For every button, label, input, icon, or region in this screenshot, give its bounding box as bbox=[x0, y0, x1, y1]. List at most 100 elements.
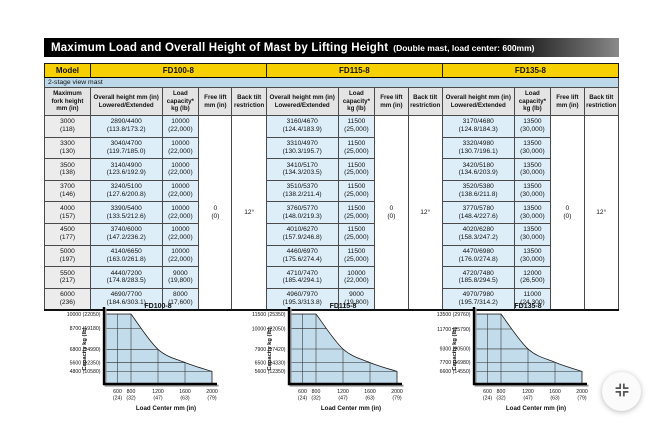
model-name-fd135-8: FD135-8 bbox=[441, 63, 620, 78]
load-capacity-cell: 10000 (22,000) bbox=[161, 158, 200, 181]
overall-height-cell: 3140/4900 (123.6/192.9) bbox=[89, 158, 163, 181]
table-row: 3000 (118) 2890/4400 (113.8/173.2) 10000 (… bbox=[44, 115, 620, 311]
load-capacity-cell: 13500 (30,000) bbox=[513, 158, 552, 181]
model-name-fd100-8: FD100-8 bbox=[89, 63, 267, 78]
col-header-free-lift: Free lift mm (in) bbox=[198, 87, 233, 116]
mast-spec-table-wrap: Model FD100-8 FD115-8 FD135-8 2-stage view m… bbox=[44, 63, 620, 312]
svg-text:2000: 2000 bbox=[206, 389, 218, 395]
table-row: 4000 (157) 3390/5400 (133.5/212.6) 10000 (… bbox=[44, 201, 619, 224]
load-capacity-cell: 13500 (30,000) bbox=[513, 115, 552, 138]
overall-height-cell: 4690/7700 (184.6/303.1) bbox=[89, 287, 163, 311]
free-lift-cell: 0 (0) bbox=[198, 115, 233, 311]
fit-screen-icon bbox=[611, 379, 633, 404]
svg-text:6600 (14550): 6600 (14550) bbox=[440, 369, 471, 375]
svg-text:Load Center mm (in): Load Center mm (in) bbox=[321, 405, 381, 412]
col-header-fork-height: Maximum fork height mm (in) bbox=[44, 87, 91, 116]
capacity-chart-fd135-8: 13500 (29760) 11700 (25790) 9300 (20500) 77… bbox=[437, 303, 589, 412]
svg-text:Load Center mm (in): Load Center mm (in) bbox=[136, 405, 196, 412]
model-name-fd115-8: FD115-8 bbox=[265, 63, 443, 78]
table-row: 3500 (138) 3140/4900 (123.6/192.9) 10000 (… bbox=[44, 158, 619, 181]
col-header-load-capacity: Load capacity* kg (lb) bbox=[513, 87, 552, 116]
load-capacity-cell: 8000 (17,600) bbox=[161, 287, 200, 311]
svg-text:(79): (79) bbox=[577, 396, 586, 402]
svg-text:1600: 1600 bbox=[179, 389, 191, 395]
load-capacity-cell: 10000 (22,000) bbox=[161, 179, 200, 203]
model-header-cell: Model bbox=[44, 63, 91, 78]
svg-text:(63): (63) bbox=[180, 396, 189, 402]
svg-text:(32): (32) bbox=[311, 396, 320, 402]
table-row: 4500 (177) 3740/6000 (147.2/236.2) 10000 (… bbox=[44, 222, 619, 246]
svg-text:1200: 1200 bbox=[522, 389, 534, 395]
col-header-free-lift: Free lift mm (in) bbox=[550, 87, 585, 116]
overall-height-cell: 3160/4670 (124.4/183.9) bbox=[265, 115, 339, 138]
capacity-chart-fd100-8: 10000 (22050) 8700 (19180) 6800 (14990) 560… bbox=[67, 303, 219, 412]
load-capacity-cell: 11500 (25,000) bbox=[337, 222, 376, 246]
col-header-overall-height: Overall height mm (in) Lowered/Extended bbox=[441, 87, 515, 116]
overall-height-cell: 3770/5780 (148.4/227.6) bbox=[441, 201, 515, 224]
fit-screen-button[interactable] bbox=[602, 372, 641, 411]
load-capacity-cell: 11500 (25,000) bbox=[337, 244, 376, 268]
table-row: 5000 (197) 4140/6650 (163.0/261.8) 10000 (… bbox=[44, 244, 619, 268]
back-tilt-cell: 12° bbox=[583, 115, 620, 311]
fork-height-cell: 3000 (118) bbox=[44, 115, 91, 138]
fork-height-cell: 3300 (130) bbox=[44, 136, 91, 160]
overall-height-cell: 3310/4970 (130.3/195.7) bbox=[265, 136, 339, 160]
svg-text:(63): (63) bbox=[365, 396, 374, 402]
svg-text:1200: 1200 bbox=[337, 389, 349, 395]
load-capacity-cell: 9000 (19,800) bbox=[337, 287, 376, 311]
overall-height-cell: 3420/5180 (134.6/203.9) bbox=[441, 158, 515, 181]
svg-text:(32): (32) bbox=[496, 396, 505, 402]
overall-height-cell: 3520/5380 (138.6/211.8) bbox=[441, 179, 515, 203]
svg-text:11700 (25790): 11700 (25790) bbox=[437, 327, 471, 333]
load-capacity-cell: 13500 (30,000) bbox=[513, 179, 552, 203]
load-capacity-cell: 11500 (25,000) bbox=[337, 201, 376, 224]
fork-height-cell: 5000 (197) bbox=[44, 244, 91, 268]
svg-text:1600: 1600 bbox=[549, 389, 561, 395]
overall-height-cell: 4970/7980 (195.7/314.2) bbox=[441, 287, 515, 311]
overall-height-cell: 2890/4400 (113.8/173.2) bbox=[89, 115, 163, 138]
load-capacity-cell: 13500 (30,000) bbox=[513, 244, 552, 268]
svg-text:(63): (63) bbox=[550, 396, 559, 402]
col-header-load-capacity: Load capacity* kg (lb) bbox=[337, 87, 376, 116]
overall-height-cell: 4440/7200 (174.8/283.5) bbox=[89, 266, 163, 289]
load-capacity-cell: 13500 (30,000) bbox=[513, 222, 552, 246]
overall-height-cell: 4460/6970 (175.6/274.4) bbox=[265, 244, 339, 268]
load-capacity-cell: 10000 (22,000) bbox=[161, 244, 200, 268]
page-title: Maximum Load and Overall Height of Mast … bbox=[51, 41, 389, 54]
svg-text:1200: 1200 bbox=[152, 389, 164, 395]
svg-text:13500 (29760): 13500 (29760) bbox=[437, 312, 471, 318]
overall-height-cell: 4960/7970 (195.3/313.8) bbox=[265, 287, 339, 311]
svg-text:800: 800 bbox=[312, 389, 321, 395]
col-header-back-tilt: Back tilt restriction bbox=[583, 87, 620, 116]
svg-text:(47): (47) bbox=[523, 396, 532, 402]
svg-text:6800 (14990): 6800 (14990) bbox=[70, 347, 101, 353]
svg-text:5600 (12350): 5600 (12350) bbox=[70, 360, 101, 366]
free-lift-cell: 0 (0) bbox=[550, 115, 585, 311]
overall-height-cell: 3390/5400 (133.5/212.6) bbox=[89, 201, 163, 224]
capacity-charts: 10000 (22050) 8700 (19180) 6800 (14990) 560… bbox=[52, 299, 607, 421]
overall-height-cell: 4470/6980 (176.0/274.8) bbox=[441, 244, 515, 268]
svg-text:8700 (19180): 8700 (19180) bbox=[70, 326, 101, 332]
load-capacity-cell: 11500 (25,000) bbox=[337, 115, 376, 138]
svg-text:7900 (17420): 7900 (17420) bbox=[255, 347, 286, 353]
table-row: 3700 (146) 3240/5100 (127.6/200.8) 10000 (… bbox=[44, 179, 619, 203]
svg-text:4800 (10580): 4800 (10580) bbox=[70, 369, 101, 375]
col-header-load-capacity: Load capacity* kg (lb) bbox=[161, 87, 200, 116]
table-row: 5500 (217) 4440/7200 (174.8/283.5) 9000 (1… bbox=[44, 266, 619, 289]
overall-height-cell: 4010/6270 (157.9/246.8) bbox=[265, 222, 339, 246]
mast-spec-table: Model FD100-8 FD115-8 FD135-8 2-stage view m… bbox=[44, 63, 620, 312]
load-capacity-cell: 10000 (22,000) bbox=[161, 222, 200, 246]
load-capacity-cell: 13500 (30,000) bbox=[513, 136, 552, 160]
table-row: 3300 (130) 3040/4700 (119.7/185.0) 10000 (… bbox=[44, 136, 619, 160]
load-capacity-cell: 10000 (22,000) bbox=[337, 266, 376, 289]
load-capacity-cell: 10000 (22,000) bbox=[161, 136, 200, 160]
back-tilt-cell: 12° bbox=[407, 115, 443, 311]
svg-text:600: 600 bbox=[483, 389, 492, 395]
svg-text:(79): (79) bbox=[392, 396, 401, 402]
load-capacity-cell: 10000 (22,000) bbox=[161, 201, 200, 224]
svg-text:Capacity kg (lb): Capacity kg (lb) bbox=[452, 327, 458, 370]
col-header-back-tilt: Back tilt restriction bbox=[407, 87, 443, 116]
overall-height-cell: 3320/4980 (130.7/196.1) bbox=[441, 136, 515, 160]
load-capacity-cell: 11000 (24,300) bbox=[513, 287, 552, 311]
